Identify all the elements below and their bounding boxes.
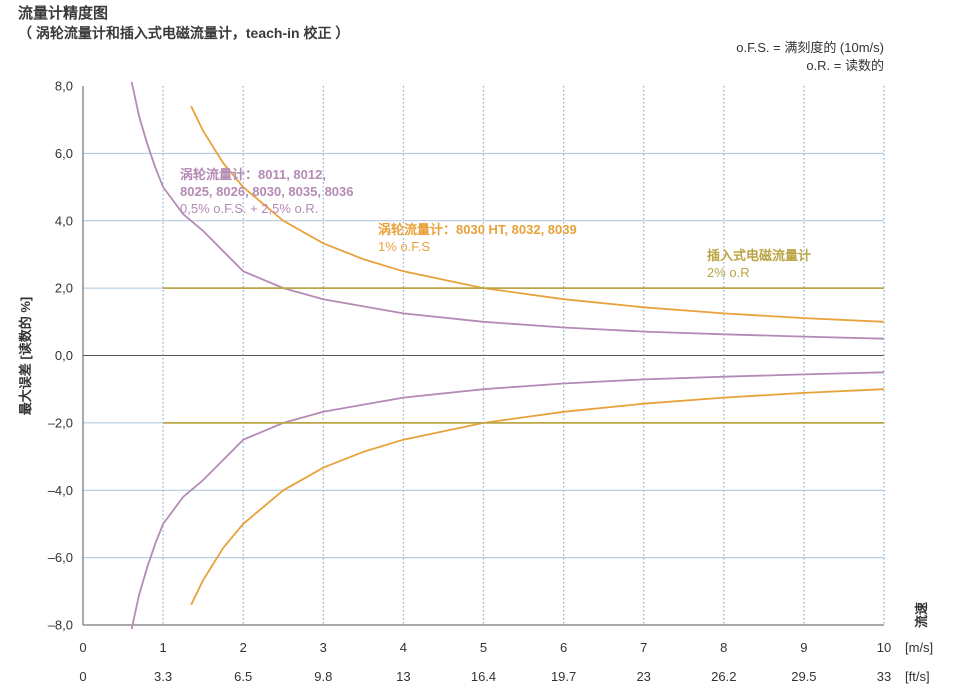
x-tick-label-fts: 9.8	[314, 669, 332, 684]
x-tick-label-ms: 6	[560, 640, 567, 655]
y-axis-label: 最大误差 [读数的 %]	[18, 297, 33, 415]
x-tick-label-fts: 33	[877, 669, 891, 684]
x-tick-label-ms: 7	[640, 640, 647, 655]
x-tick-label-ms: 5	[480, 640, 487, 655]
y-tick-label: 8,0	[55, 79, 73, 94]
y-tick-label: 6,0	[55, 146, 73, 161]
x-tick-label-fts: 23	[636, 669, 650, 684]
series-labels: 涡轮流量计：8011, 8012, 8025, 8026, 8030, 8035,…	[180, 167, 811, 280]
x-tick-label-fts: 16.4	[471, 669, 496, 684]
series-line-lower	[130, 371, 885, 629]
x-tick-label-ms: 4	[400, 640, 407, 655]
series-label-line: 8025, 8026, 8030, 8035, 8036	[180, 184, 354, 199]
tick-labels: 8,06,04,02,00,0–2,0–4,0–6,0–8,00 1 2 3 4 5 6 7 8…	[18, 79, 933, 685]
series-label-line: 0,5% o.F.S. + 2,5% o.R.	[180, 201, 318, 216]
legend-note-fs: o.F.S. = 满刻度的 (10m/s)	[736, 40, 884, 55]
x-tick-label-ms: 9	[800, 640, 807, 655]
y-tick-label: –4,0	[48, 483, 73, 498]
x-tick-label-ms: 10	[877, 640, 891, 655]
series-label-line: 涡轮流量计：8011, 8012,	[180, 167, 326, 182]
x-tick-label-fts: 13	[396, 669, 410, 684]
x-tick-label-ms: 0	[79, 640, 86, 655]
y-tick-label: 2,0	[55, 281, 73, 296]
series	[130, 82, 885, 629]
x-tick-label-fts: 0	[79, 669, 86, 684]
x-tick-label-ms: 2	[240, 640, 247, 655]
series-label-line: 涡轮流量计：8030 HT, 8032, 8039	[378, 222, 577, 237]
x-tick-label-ms: 3	[320, 640, 327, 655]
x-tick-label-fts: 19.7	[551, 669, 576, 684]
chart-subtitle: （ 涡轮流量计和插入式电磁流量计，teach-in 校正 ）	[18, 25, 350, 41]
y-tick-label: –2,0	[48, 415, 73, 430]
series-label-line: 插入式电磁流量计	[707, 248, 811, 263]
y-tick-label: –6,0	[48, 550, 73, 565]
x-unit-fts: [ft/s]	[905, 669, 930, 684]
x-tick-label-fts: 26.2	[711, 669, 736, 684]
series-label-line: 1% o.F.S	[378, 239, 430, 254]
x-tick-label-ms: 8	[720, 640, 727, 655]
y-tick-label: 4,0	[55, 213, 73, 228]
x-tick-label-fts: 29.5	[791, 669, 816, 684]
series-line-lower	[190, 388, 885, 606]
x-tick-label-fts: 6.5	[234, 669, 252, 684]
y-tick-label: 0,0	[55, 348, 73, 363]
x-tick-label-ms: 1	[159, 640, 166, 655]
x-axis-label: 流速	[914, 602, 929, 628]
axes	[82, 86, 884, 626]
series-label-line: 2% o.R	[707, 265, 750, 280]
series-line-upper	[190, 105, 885, 323]
y-tick-label: –8,0	[48, 618, 73, 633]
x-tick-label-fts: 3.3	[154, 669, 172, 684]
chart-title: 流量计精度图	[18, 5, 109, 22]
x-unit-ms: [m/s]	[905, 640, 933, 655]
legend-note-or: o.R. = 读数的	[806, 58, 884, 73]
